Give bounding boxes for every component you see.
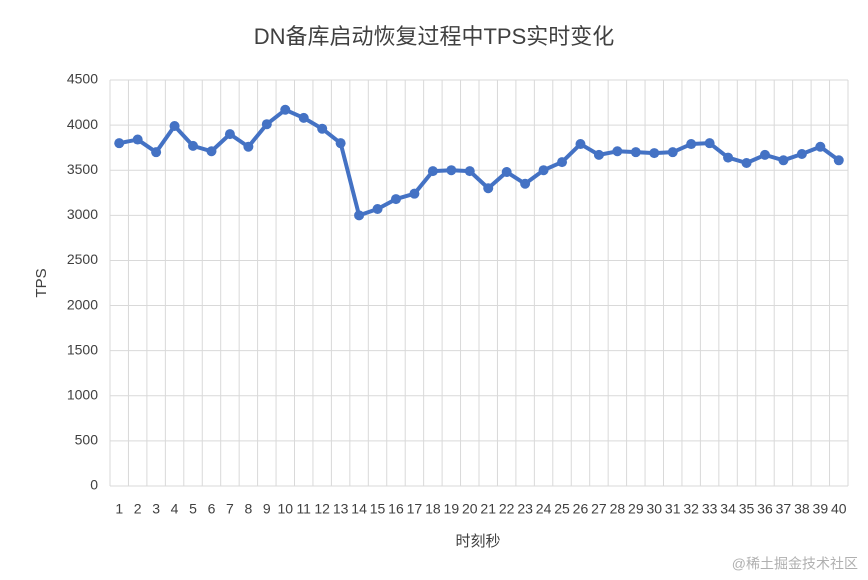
x-axis-title: 时刻秒 [455, 533, 500, 550]
x-tick-label: 36 [757, 501, 773, 517]
x-tick-label: 17 [407, 501, 423, 517]
marker [593, 149, 604, 160]
line [118, 107, 840, 218]
x-tick-label: 9 [263, 501, 271, 517]
y-tick-label: 1000 [67, 386, 98, 402]
marker [464, 166, 475, 177]
x-tick-label: 30 [646, 501, 662, 517]
marker [151, 147, 162, 158]
x-tick-label: 16 [388, 501, 404, 517]
marker [483, 183, 494, 194]
marker [667, 147, 678, 158]
marker [280, 104, 291, 115]
x-tick-label: 27 [591, 501, 607, 517]
x-tick-label: 31 [665, 501, 681, 517]
y-tick-label: 2000 [67, 296, 98, 312]
x-tick-label: 8 [244, 501, 252, 517]
marker [686, 139, 697, 150]
y-tick-label: 500 [75, 432, 99, 448]
x-tick-label: 25 [554, 501, 570, 517]
marker [833, 155, 844, 166]
x-tick-label: 11 [296, 501, 311, 517]
x-tick-label: 22 [499, 501, 515, 517]
y-tick-label: 3500 [67, 161, 98, 177]
y-axis-title: TPS [33, 268, 50, 297]
x-tick-label: 24 [536, 501, 552, 517]
x-tick-label: 7 [226, 501, 234, 517]
x-tick-label: 1 [115, 501, 123, 517]
marker [317, 123, 328, 134]
marker [741, 158, 752, 169]
marker [224, 129, 235, 140]
marker [372, 204, 383, 215]
x-tick-label: 20 [462, 501, 478, 517]
x-tick-label: 29 [628, 501, 644, 517]
x-tick-label: 33 [702, 501, 718, 517]
x-tick-label: 12 [314, 501, 330, 517]
y-tick-label: 4000 [67, 116, 98, 132]
marker [298, 112, 309, 123]
marker [446, 165, 457, 176]
marker [261, 119, 272, 130]
marker [538, 165, 549, 176]
y-tick-label: 4500 [67, 71, 98, 87]
x-tick-label: 35 [739, 501, 755, 517]
x-tick-label: 40 [831, 501, 847, 517]
watermark: @稀土掘金技术社区 [732, 556, 858, 572]
marker [243, 141, 254, 152]
x-tick-label: 39 [813, 501, 829, 517]
x-tick-label: 23 [517, 501, 533, 517]
marker [114, 138, 125, 149]
marker [409, 188, 420, 199]
y-tick-label: 0 [90, 477, 98, 493]
marker [759, 149, 770, 160]
marker [815, 141, 826, 152]
x-tick-label: 37 [776, 501, 792, 517]
x-tick-label: 2 [134, 501, 142, 517]
x-tick-label: 34 [720, 501, 736, 517]
marker [557, 157, 568, 168]
x-tick-label: 3 [152, 501, 160, 517]
x-tick-label: 18 [425, 501, 441, 517]
x-tick-label: 19 [444, 501, 460, 517]
marker [169, 121, 180, 132]
y-tick-label: 1500 [67, 341, 98, 357]
chart-title: DN备库启动恢复过程中TPS实时变化 [254, 24, 615, 49]
marker [796, 148, 807, 159]
y-tick-label: 2500 [67, 251, 98, 267]
marker [575, 139, 586, 150]
y-tick-label: 3000 [67, 206, 98, 222]
marker [390, 194, 401, 205]
marker [520, 178, 531, 189]
marker [723, 152, 734, 163]
marker [630, 147, 641, 158]
marker [206, 146, 217, 157]
marker [427, 166, 438, 177]
x-tick-label: 21 [480, 501, 496, 517]
x-tick-label: 26 [573, 501, 589, 517]
marker [501, 167, 512, 178]
x-tick-label: 13 [333, 501, 349, 517]
x-tick-label: 32 [683, 501, 699, 517]
x-tick-label: 4 [171, 501, 179, 517]
x-tick-label: 6 [208, 501, 216, 517]
x-tick-label: 15 [370, 501, 386, 517]
x-tick-label: 5 [189, 501, 197, 517]
marker [188, 140, 199, 151]
x-tick-label: 38 [794, 501, 810, 517]
x-tick-label: 28 [610, 501, 626, 517]
marker [778, 155, 789, 166]
marker [704, 138, 715, 149]
x-tick-label: 14 [351, 501, 367, 517]
x-tick-label: 10 [277, 501, 293, 517]
marker [335, 138, 346, 149]
marker [612, 146, 623, 157]
marker [132, 134, 143, 145]
marker [354, 210, 365, 221]
marker [649, 148, 660, 159]
